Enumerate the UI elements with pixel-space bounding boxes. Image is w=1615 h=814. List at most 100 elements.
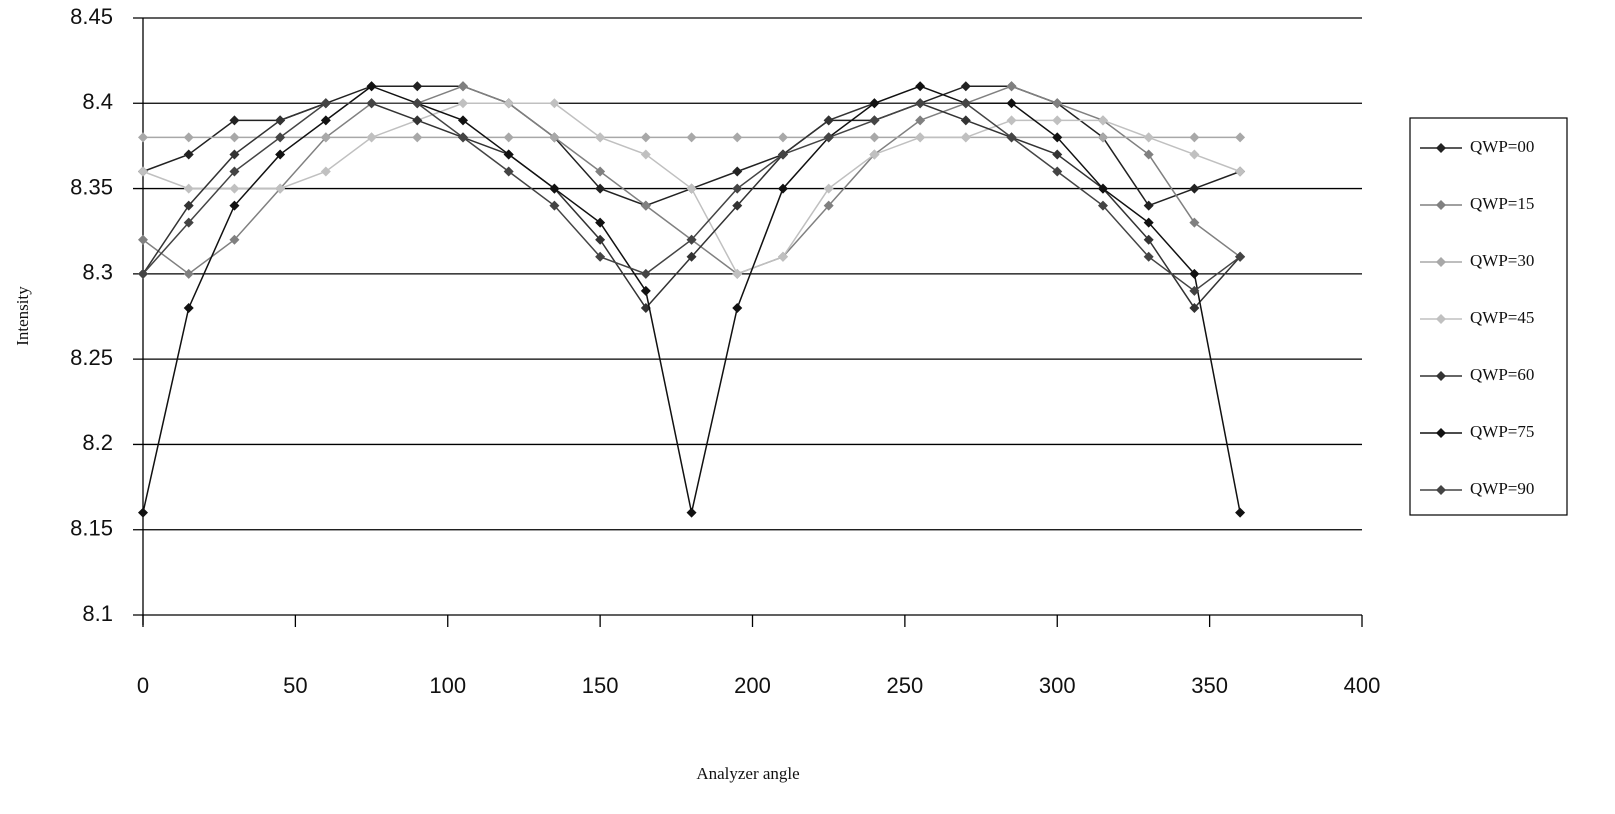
marker bbox=[503, 132, 514, 143]
marker bbox=[640, 285, 651, 296]
legend-box bbox=[1409, 117, 1568, 516]
marker bbox=[275, 183, 286, 194]
marker bbox=[732, 302, 743, 313]
marker bbox=[229, 132, 240, 143]
y-axis-title: Intensity bbox=[13, 286, 32, 346]
marker bbox=[1189, 285, 1200, 296]
legend-marker bbox=[1436, 257, 1446, 267]
marker bbox=[1189, 268, 1200, 279]
marker bbox=[183, 217, 194, 228]
marker bbox=[503, 166, 514, 177]
legend-marker bbox=[1436, 428, 1446, 438]
marker bbox=[686, 234, 697, 245]
marker bbox=[183, 302, 194, 313]
legend-label: QWP=15 bbox=[1470, 194, 1534, 213]
marker bbox=[138, 234, 148, 245]
marker bbox=[686, 132, 697, 143]
y-tick-label: 8.4 bbox=[82, 89, 113, 114]
marker bbox=[275, 132, 286, 143]
marker bbox=[869, 115, 880, 126]
legend-label: QWP=75 bbox=[1470, 422, 1534, 441]
marker bbox=[229, 183, 240, 194]
marker bbox=[732, 200, 743, 211]
marker bbox=[503, 149, 514, 160]
legend-marker bbox=[1436, 200, 1446, 210]
marker bbox=[595, 234, 606, 245]
marker bbox=[320, 166, 331, 177]
marker bbox=[229, 200, 240, 211]
marker bbox=[1143, 200, 1154, 211]
marker bbox=[1006, 81, 1017, 92]
marker bbox=[732, 268, 743, 279]
marker bbox=[823, 200, 834, 211]
y-tick-label: 8.45 bbox=[70, 4, 113, 29]
y-tick-label: 8.15 bbox=[70, 516, 113, 541]
marker bbox=[595, 166, 606, 177]
marker bbox=[412, 98, 423, 109]
x-tick-label: 300 bbox=[1039, 673, 1076, 698]
marker bbox=[960, 115, 971, 126]
marker bbox=[183, 183, 194, 194]
legend-label: QWP=30 bbox=[1470, 251, 1534, 270]
legend-marker bbox=[1436, 371, 1446, 381]
marker bbox=[595, 217, 606, 228]
marker bbox=[1097, 183, 1108, 194]
marker bbox=[686, 183, 697, 194]
marker bbox=[1052, 132, 1063, 143]
marker bbox=[366, 132, 377, 143]
marker bbox=[275, 149, 286, 160]
x-tick-label: 50 bbox=[283, 673, 307, 698]
marker bbox=[457, 98, 468, 109]
legend-label: QWP=90 bbox=[1470, 479, 1534, 498]
marker bbox=[549, 98, 560, 109]
marker bbox=[915, 115, 926, 126]
marker bbox=[1052, 98, 1063, 109]
marker bbox=[366, 81, 377, 92]
marker bbox=[732, 166, 743, 177]
marker bbox=[457, 81, 468, 92]
x-tick-label: 400 bbox=[1344, 673, 1381, 698]
marker bbox=[640, 149, 651, 160]
marker bbox=[457, 132, 468, 143]
y-tick-label: 8.2 bbox=[82, 430, 113, 455]
x-tick-label: 250 bbox=[887, 673, 924, 698]
marker bbox=[595, 251, 606, 262]
y-tick-label: 8.1 bbox=[82, 601, 113, 626]
y-tick-label: 8.3 bbox=[82, 260, 113, 285]
marker bbox=[366, 98, 377, 109]
marker bbox=[777, 183, 788, 194]
marker bbox=[640, 200, 651, 211]
marker bbox=[915, 81, 926, 92]
marker bbox=[1235, 166, 1246, 177]
marker bbox=[823, 183, 834, 194]
marker bbox=[960, 98, 971, 109]
marker bbox=[412, 81, 423, 92]
marker bbox=[1189, 217, 1200, 228]
legend-label: QWP=00 bbox=[1470, 137, 1534, 156]
marker bbox=[1235, 132, 1246, 143]
marker bbox=[549, 200, 560, 211]
marker bbox=[1189, 132, 1200, 143]
marker bbox=[320, 98, 331, 109]
marker bbox=[1006, 132, 1017, 143]
y-tick-label: 8.35 bbox=[70, 174, 113, 199]
marker bbox=[1052, 115, 1063, 126]
marker bbox=[777, 132, 788, 143]
marker bbox=[1143, 234, 1154, 245]
marker bbox=[412, 132, 423, 143]
marker bbox=[183, 200, 194, 211]
x-tick-label: 150 bbox=[582, 673, 619, 698]
marker bbox=[138, 268, 148, 279]
x-tick-label: 0 bbox=[137, 673, 149, 698]
marker bbox=[915, 132, 926, 143]
marker bbox=[1143, 251, 1154, 262]
legend-marker bbox=[1436, 485, 1446, 495]
marker bbox=[412, 115, 423, 126]
legend-marker bbox=[1436, 314, 1446, 324]
marker bbox=[823, 115, 834, 126]
marker bbox=[1235, 507, 1246, 518]
marker bbox=[549, 183, 560, 194]
x-tick-label: 350 bbox=[1191, 673, 1228, 698]
marker bbox=[595, 183, 606, 194]
